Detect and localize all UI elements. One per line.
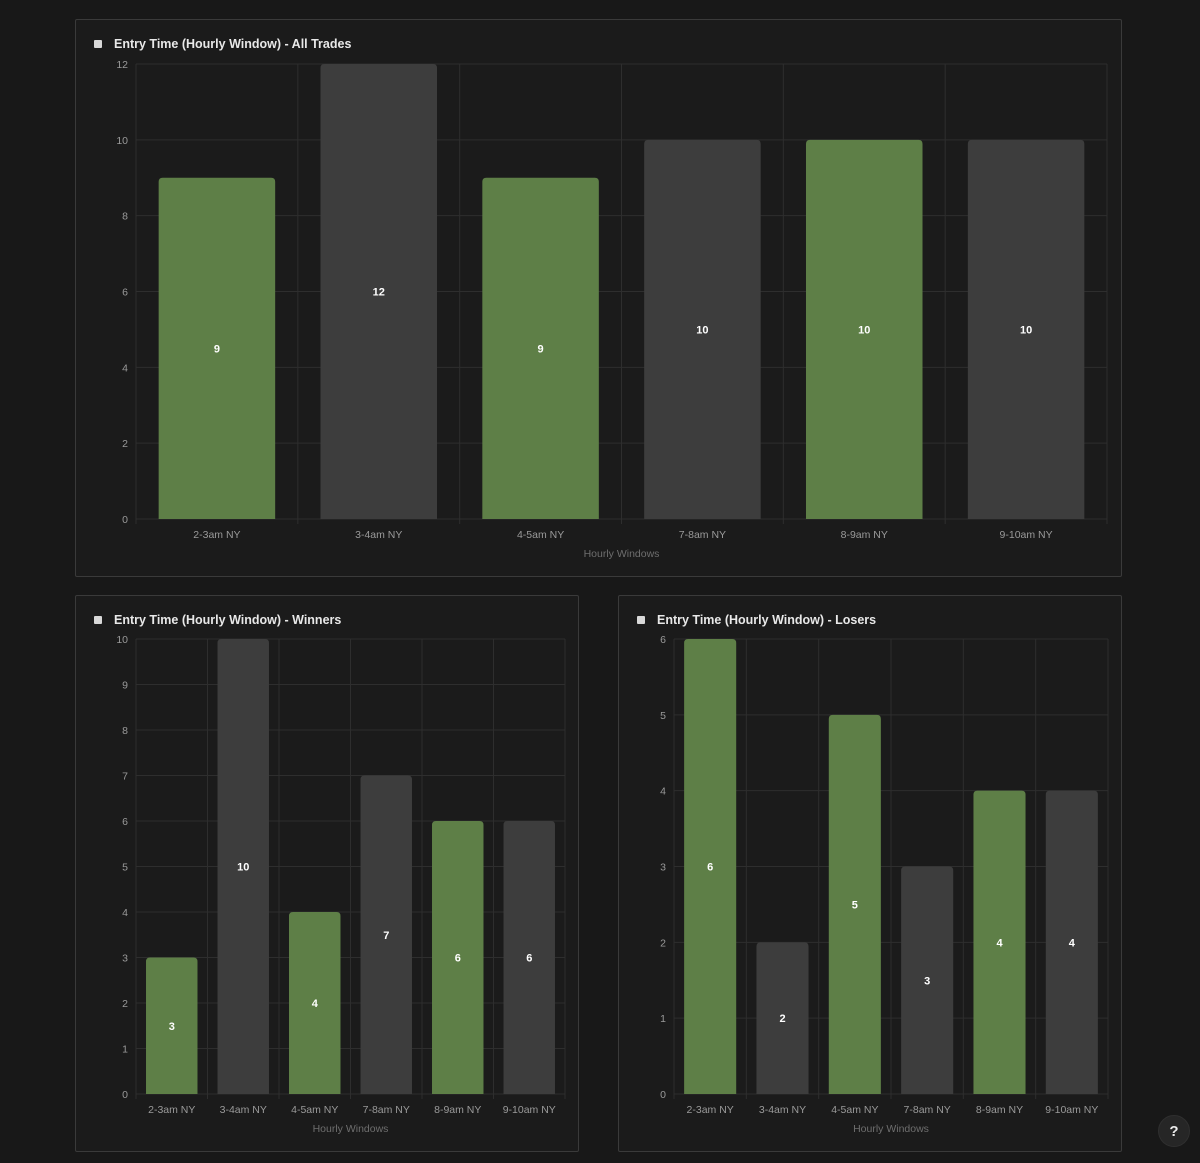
- x-tick-label: 3-4am NY: [220, 1104, 267, 1116]
- chart-title: Entry Time (Hourly Window) - Losers: [657, 613, 877, 627]
- x-tick-label: 8-9am NY: [434, 1104, 481, 1116]
- chart-legend[interactable]: Entry Time (Hourly Window) - Losers: [637, 613, 876, 627]
- bar-value-label: 6: [526, 953, 532, 965]
- bar: [158, 177, 276, 519]
- legend-swatch-icon: [94, 616, 102, 624]
- x-tick-label: 8-9am NY: [976, 1104, 1023, 1116]
- bar-value-label: 9: [214, 343, 220, 355]
- y-tick-label: 0: [122, 1089, 128, 1101]
- x-tick-label: 9-10am NY: [503, 1104, 556, 1116]
- y-tick-label: 6: [122, 287, 128, 299]
- bar-value-label: 4: [996, 937, 1003, 949]
- bar: [146, 957, 198, 1094]
- x-tick-label: 9-10am NY: [1045, 1104, 1098, 1116]
- bar: [684, 639, 737, 1094]
- chart-panel-winners: Entry Time (Hourly Window) - Winners 0 1 2…: [75, 595, 579, 1152]
- bar-value-label: 3: [924, 975, 930, 987]
- bar: [644, 139, 761, 519]
- x-tick-label: 3-4am NY: [759, 1104, 806, 1116]
- chart-legend[interactable]: Entry Time (Hourly Window) - Winners: [94, 613, 341, 627]
- y-tick-label: 4: [122, 362, 128, 374]
- bar: [901, 866, 954, 1094]
- y-tick-label: 0: [660, 1089, 666, 1101]
- bar: [360, 775, 412, 1094]
- x-tick-label: 7-8am NY: [679, 529, 726, 541]
- bar-chart-all-trades: 0 2 4 6 8 10 12 9 2-3am NY 12 3-4am NY 9 4-5am NY 10 7…: [116, 59, 1108, 560]
- x-axis-title: Hourly Windows: [584, 548, 660, 560]
- bar-value-label: 7: [383, 930, 389, 942]
- bar-value-label: 10: [1020, 324, 1032, 336]
- x-axis-title: Hourly Windows: [313, 1123, 389, 1135]
- y-tick-label: 2: [660, 937, 666, 949]
- y-tick-label: 10: [116, 135, 128, 147]
- bar-value-label: 4: [312, 998, 319, 1010]
- y-tick-label: 0: [122, 514, 128, 526]
- bar: [217, 639, 269, 1094]
- bar: [973, 790, 1026, 1094]
- y-tick-label: 10: [116, 634, 128, 646]
- bar: [828, 714, 881, 1094]
- legend-swatch-icon: [637, 616, 645, 624]
- y-tick-label: 5: [660, 710, 666, 722]
- x-tick-label: 4-5am NY: [291, 1104, 338, 1116]
- y-tick-label: 6: [660, 634, 666, 646]
- y-tick-label: 3: [122, 953, 128, 965]
- bar-value-label: 9: [538, 343, 544, 355]
- bar-value-label: 10: [696, 324, 708, 336]
- y-tick-label: 2: [122, 998, 128, 1010]
- chart-legend[interactable]: Entry Time (Hourly Window) - All Trades: [94, 37, 351, 51]
- bar-value-label: 4: [1069, 937, 1076, 949]
- bar-chart-winners: 0 1 2 3 4 5 6 7 8 9 10 3 2-3am NY 10 3-4am NY 4 4-5am NY…: [116, 634, 566, 1135]
- bar-value-label: 5: [852, 899, 858, 911]
- bar-chart-losers: 0 1 2 3 4 5 6 6 2-3am NY 2 3-4am NY 5 4-5am NY 3 7-8am…: [660, 634, 1109, 1135]
- bar: [503, 821, 555, 1094]
- y-tick-label: 1: [122, 1044, 128, 1056]
- bar: [756, 942, 809, 1094]
- y-tick-label: 2: [122, 438, 128, 450]
- bar-value-label: 12: [373, 287, 385, 299]
- y-tick-label: 12: [116, 59, 128, 71]
- bar: [1045, 790, 1098, 1094]
- x-tick-label: 7-8am NY: [904, 1104, 951, 1116]
- bar-value-label: 6: [707, 862, 713, 874]
- bar: [289, 912, 341, 1094]
- chart-panel-all-trades: Entry Time (Hourly Window) - All Trades …: [75, 19, 1122, 577]
- x-tick-label: 9-10am NY: [1000, 529, 1053, 541]
- help-button[interactable]: ?: [1158, 1115, 1190, 1147]
- x-tick-label: 7-8am NY: [363, 1104, 410, 1116]
- bar-value-label: 10: [858, 324, 870, 336]
- legend-swatch-icon: [94, 40, 102, 48]
- x-tick-label: 8-9am NY: [841, 529, 888, 541]
- y-tick-label: 8: [122, 725, 128, 737]
- x-axis-title: Hourly Windows: [853, 1123, 929, 1135]
- y-tick-label: 9: [122, 680, 128, 692]
- bar: [482, 177, 599, 519]
- x-tick-label: 4-5am NY: [517, 529, 564, 541]
- y-tick-label: 7: [122, 771, 128, 783]
- x-tick-label: 3-4am NY: [355, 529, 402, 541]
- y-tick-label: 4: [660, 786, 666, 798]
- bar: [967, 139, 1085, 519]
- y-tick-label: 4: [122, 907, 128, 919]
- bar-value-label: 10: [237, 862, 249, 874]
- y-tick-label: 3: [660, 862, 666, 874]
- bar: [432, 821, 484, 1094]
- bar-value-label: 3: [169, 1021, 175, 1033]
- x-tick-label: 2-3am NY: [687, 1104, 734, 1116]
- chart-panel-losers: Entry Time (Hourly Window) - Losers 0 1 2 3…: [618, 595, 1122, 1152]
- y-tick-label: 6: [122, 816, 128, 828]
- x-tick-label: 4-5am NY: [831, 1104, 878, 1116]
- y-tick-label: 5: [122, 862, 128, 874]
- x-tick-label: 2-3am NY: [148, 1104, 195, 1116]
- bar-value-label: 6: [455, 953, 461, 965]
- chart-title: Entry Time (Hourly Window) - All Trades: [114, 37, 352, 51]
- bar: [805, 139, 923, 519]
- y-tick-label: 8: [122, 211, 128, 223]
- bar: [320, 64, 438, 519]
- chart-title: Entry Time (Hourly Window) - Winners: [114, 613, 342, 627]
- y-tick-label: 1: [660, 1013, 666, 1025]
- x-tick-label: 2-3am NY: [193, 529, 240, 541]
- bar-value-label: 2: [779, 1013, 785, 1025]
